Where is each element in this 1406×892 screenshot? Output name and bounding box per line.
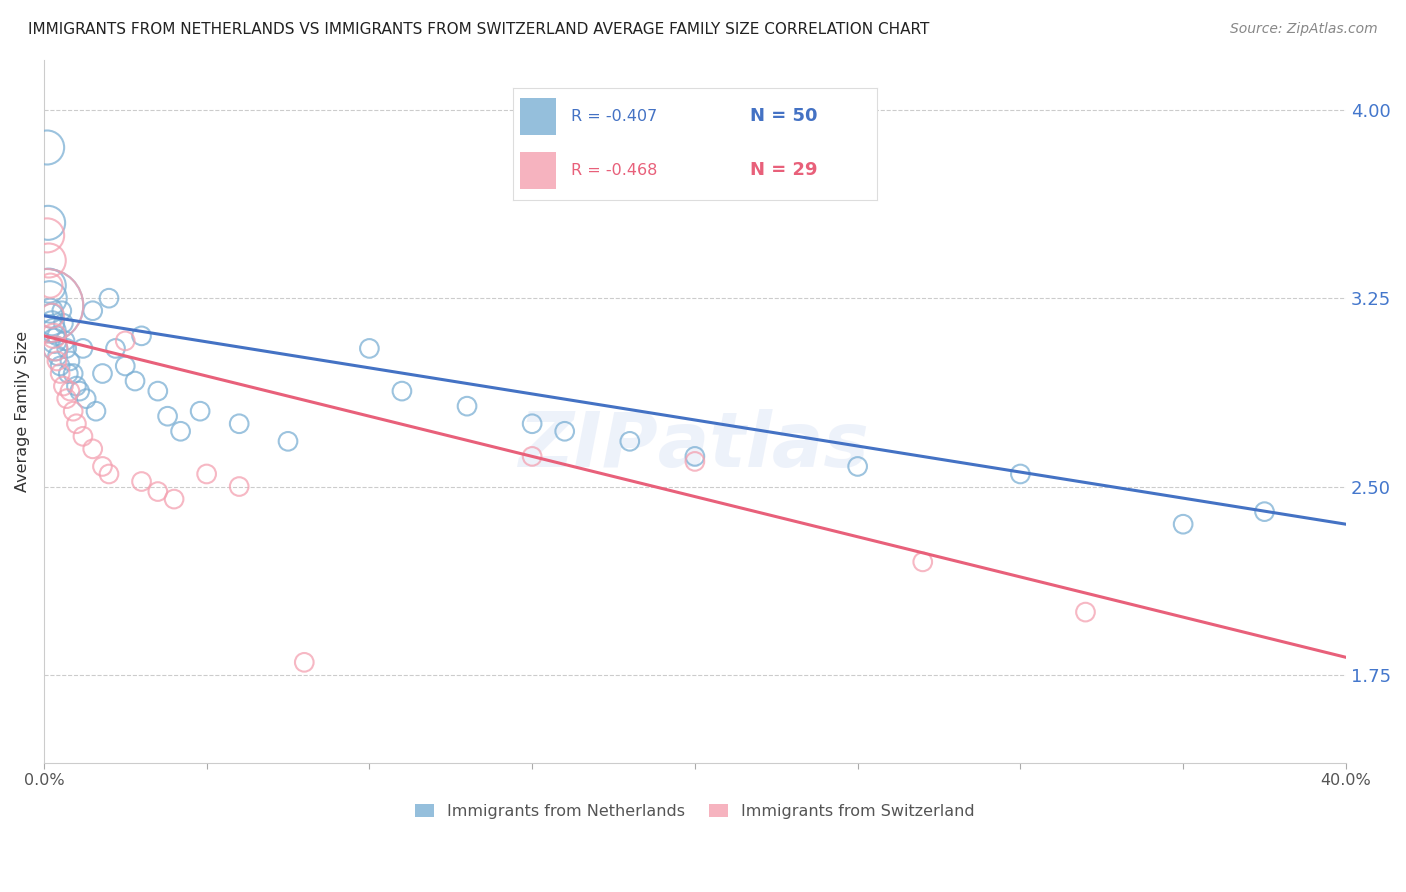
Point — [39, 278, 62, 293]
Point — [37, 140, 59, 154]
Point — [65, 379, 87, 393]
Point — [520, 450, 543, 464]
Point — [98, 467, 121, 481]
Point — [146, 384, 169, 398]
Y-axis label: Average Family Size: Average Family Size — [15, 331, 30, 491]
Text: ZIP​atlas: ZIP​atlas — [519, 409, 870, 483]
Point — [277, 434, 299, 449]
Point — [59, 354, 82, 368]
Point — [42, 324, 65, 338]
Point — [1074, 605, 1097, 619]
Point — [292, 656, 315, 670]
Point — [55, 342, 77, 356]
Point — [37, 228, 59, 243]
Point — [62, 367, 84, 381]
Point — [91, 367, 114, 381]
Point — [45, 329, 67, 343]
Point — [391, 384, 413, 398]
Point — [49, 367, 72, 381]
Point — [35, 299, 58, 313]
Point — [228, 479, 250, 493]
Point — [124, 374, 146, 388]
Text: IMMIGRANTS FROM NETHERLANDS VS IMMIGRANTS FROM SWITZERLAND AVERAGE FAMILY SIZE C: IMMIGRANTS FROM NETHERLANDS VS IMMIGRANT… — [28, 22, 929, 37]
Point — [38, 291, 60, 305]
Legend: Immigrants from Netherlands, Immigrants from Switzerland: Immigrants from Netherlands, Immigrants … — [409, 797, 981, 825]
Point — [72, 429, 94, 443]
Point — [62, 404, 84, 418]
Point — [169, 424, 191, 438]
Point — [619, 434, 641, 449]
Text: Source: ZipAtlas.com: Source: ZipAtlas.com — [1230, 22, 1378, 37]
Point — [82, 303, 104, 318]
Point — [98, 291, 121, 305]
Point — [53, 334, 76, 348]
Point — [163, 492, 186, 507]
Point — [188, 404, 211, 418]
Point — [38, 278, 60, 293]
Point — [65, 417, 87, 431]
Point — [52, 316, 75, 330]
Point — [104, 342, 127, 356]
Point — [91, 459, 114, 474]
Point — [82, 442, 104, 456]
Point — [114, 359, 136, 373]
Point — [1010, 467, 1032, 481]
Point — [55, 392, 77, 406]
Point — [114, 334, 136, 348]
Point — [39, 303, 62, 318]
Point — [683, 450, 706, 464]
Point — [44, 334, 66, 348]
Point — [554, 424, 576, 438]
Point — [1253, 505, 1275, 519]
Point — [52, 379, 75, 393]
Point — [45, 354, 67, 368]
Point — [38, 253, 60, 268]
Point — [49, 359, 72, 373]
Point — [41, 309, 63, 323]
Point — [131, 475, 153, 489]
Point — [44, 342, 66, 356]
Point — [51, 303, 73, 318]
Point — [228, 417, 250, 431]
Point — [46, 349, 69, 363]
Point — [59, 384, 82, 398]
Point — [58, 367, 80, 381]
Point — [84, 404, 107, 418]
Point — [846, 459, 869, 474]
Point — [35, 299, 58, 313]
Point — [1171, 517, 1194, 532]
Point — [520, 417, 543, 431]
Point — [37, 216, 59, 230]
Point — [75, 392, 97, 406]
Point — [146, 484, 169, 499]
Point — [131, 329, 153, 343]
Point — [69, 384, 91, 398]
Point — [44, 342, 66, 356]
Point — [72, 342, 94, 356]
Point — [359, 342, 381, 356]
Point — [42, 329, 65, 343]
Point — [39, 309, 62, 323]
Point — [456, 399, 478, 413]
Point — [195, 467, 218, 481]
Point — [683, 454, 706, 468]
Point — [911, 555, 934, 569]
Point — [41, 316, 63, 330]
Point — [156, 409, 179, 424]
